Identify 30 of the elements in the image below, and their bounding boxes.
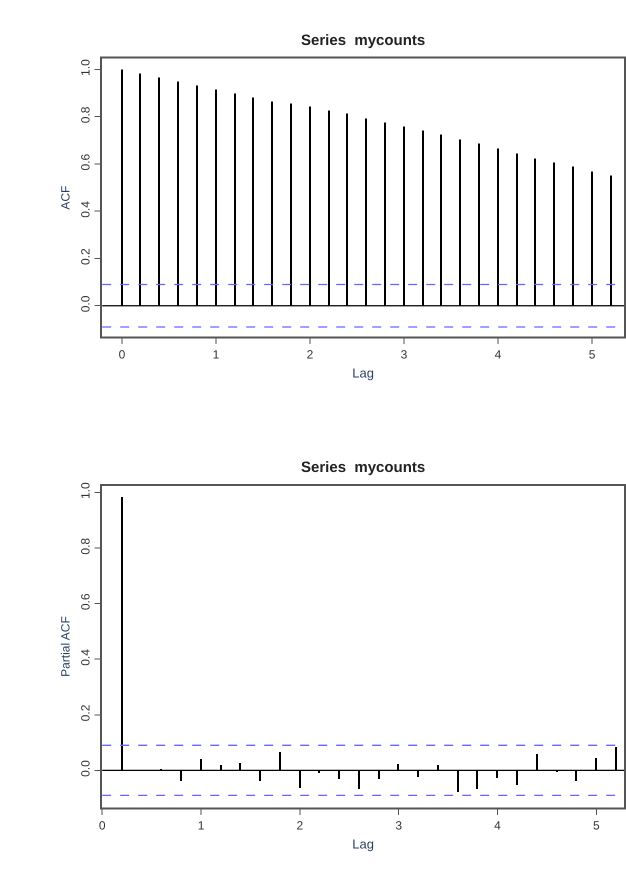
y-axis-title: Partial ACF bbox=[58, 616, 72, 677]
x-axis-title: Lag bbox=[352, 366, 374, 381]
y-tick-label: 0.0 bbox=[78, 760, 93, 777]
x-tick-label: 5 bbox=[588, 348, 596, 362]
x-tick-label: 1 bbox=[198, 818, 205, 832]
x-tick-label: 4 bbox=[494, 348, 502, 362]
y-tick-label: 0.8 bbox=[78, 106, 93, 124]
y-tick-label: 0.0 bbox=[78, 295, 93, 312]
chart-title: Series mycounts bbox=[301, 459, 426, 476]
y-tick-label: 0.8 bbox=[78, 538, 93, 555]
y-tick-label: 0.4 bbox=[78, 200, 93, 218]
x-tick-label: 3 bbox=[395, 818, 402, 832]
y-tick-label: 0.2 bbox=[78, 704, 93, 722]
x-tick-label: 2 bbox=[306, 348, 314, 362]
y-tick-label: 0.6 bbox=[78, 593, 93, 610]
x-tick-label: 0 bbox=[98, 818, 106, 832]
x-tick-label: 3 bbox=[400, 348, 408, 362]
y-tick-label: 0.2 bbox=[78, 248, 93, 266]
x-tick-label: 5 bbox=[592, 818, 600, 832]
x-tick-label: 1 bbox=[212, 348, 220, 362]
y-tick-label: 1.0 bbox=[78, 482, 93, 499]
y-axis-title: ACF bbox=[58, 186, 72, 210]
x-tick-label: 0 bbox=[118, 348, 126, 362]
x-tick-label: 2 bbox=[296, 818, 304, 832]
y-tick-label: 1.0 bbox=[78, 58, 93, 76]
y-tick-label: 0.6 bbox=[78, 153, 93, 170]
x-tick-label: 4 bbox=[494, 818, 502, 832]
y-tick-label: 0.4 bbox=[78, 648, 93, 666]
x-axis-title: Lag bbox=[352, 836, 374, 852]
chart-title: Series mycounts bbox=[301, 32, 426, 49]
